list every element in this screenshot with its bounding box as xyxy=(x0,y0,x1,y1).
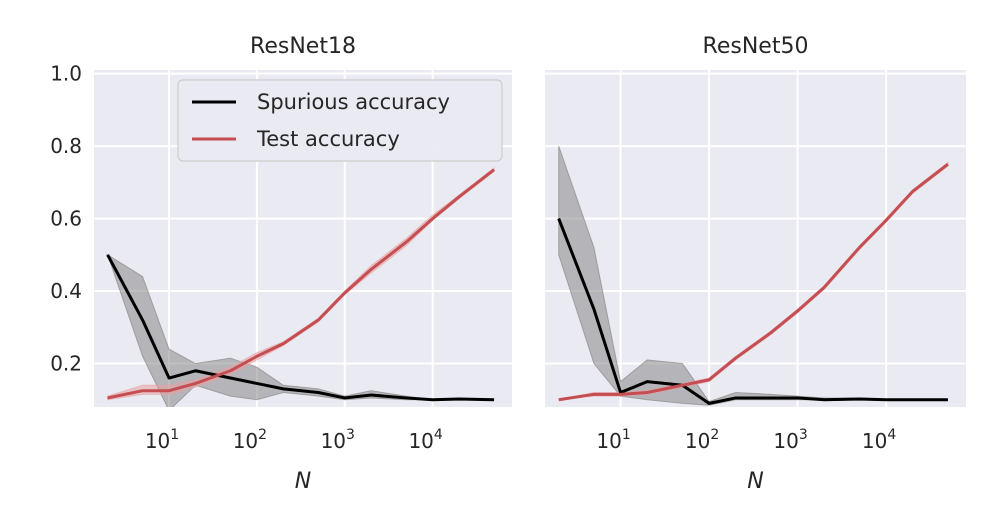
panel-2-x-axis-label: N xyxy=(747,469,763,494)
panel-1-y-tick-label-3: 0.6 xyxy=(50,207,82,231)
panel-2-title: ResNet50 xyxy=(703,34,809,59)
panel-1-title: ResNet18 xyxy=(250,34,356,59)
panel-2-series-group xyxy=(557,145,949,406)
panel-2-test-accuracy-line xyxy=(558,163,949,402)
panel-1-legend-label-test-accuracy: Test accuracy xyxy=(256,127,400,151)
panel-2: ResNet50 101 102 103 104 N xyxy=(545,34,966,494)
panel-2-x-tick-label-1: 101 xyxy=(596,427,630,453)
panel-1-x-axis-label: N xyxy=(295,469,311,494)
panel-1-legend-box xyxy=(177,79,503,162)
panel-2-test-accuracy-band xyxy=(558,161,949,401)
panel-2-x-tick-label-2: 102 xyxy=(685,427,719,453)
panel-1-spurious-accuracy-line xyxy=(106,254,495,402)
panel-2-spurious-accuracy-line xyxy=(557,218,948,405)
panel-1-test-accuracy-line xyxy=(107,168,495,400)
panel-1-y-tick-label-5: 1.0 xyxy=(50,62,82,86)
panel-1: ResNet18 0.2 0.4 0.6 0.8 1.0 101 102 103 104 N Spur… xyxy=(50,34,512,494)
panel-1-x-tick-label-1: 101 xyxy=(145,427,179,453)
panel-2-x-tick-label-4: 104 xyxy=(862,427,896,453)
panel-1-y-tick-label-1: 0.2 xyxy=(50,352,82,376)
panel-1-y-tick-label-2: 0.4 xyxy=(50,279,82,303)
panel-1-x-tick-label-3: 103 xyxy=(321,427,355,453)
panel-1-legend: Spurious accuracy Test accuracy xyxy=(177,79,503,162)
panel-1-x-tick-label-2: 102 xyxy=(233,427,267,453)
panel-1-x-tick-label-4: 104 xyxy=(408,427,442,453)
panel-1-y-tick-label-4: 0.8 xyxy=(50,134,82,158)
panel-1-legend-label-spurious-accuracy: Spurious accuracy xyxy=(257,90,450,114)
panel-2-plot-area xyxy=(545,70,966,407)
panel-1-series-group xyxy=(106,166,495,407)
panel-2-x-tick-label-3: 103 xyxy=(773,427,807,453)
